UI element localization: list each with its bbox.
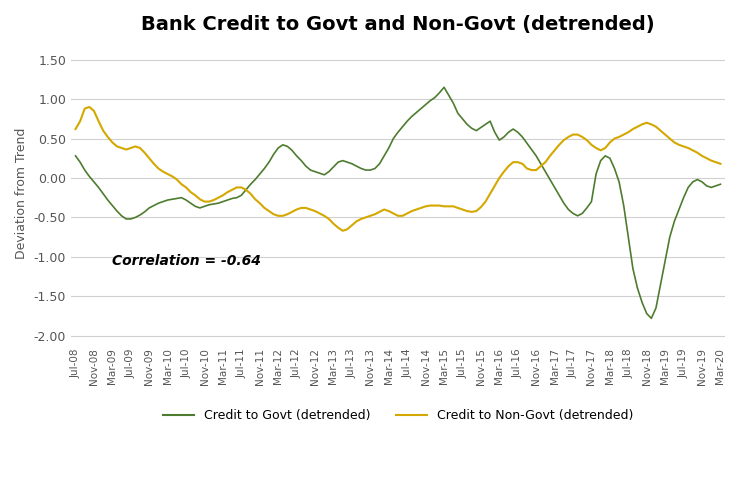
Text: Correlation = -0.64: Correlation = -0.64 — [113, 254, 262, 268]
Title: Bank Credit to Govt and Non-Govt (detrended): Bank Credit to Govt and Non-Govt (detren… — [142, 15, 655, 34]
Legend: Credit to Govt (detrended), Credit to Non-Govt (detrended): Credit to Govt (detrended), Credit to No… — [158, 404, 638, 427]
Y-axis label: Deviation from Trend: Deviation from Trend — [15, 128, 28, 259]
